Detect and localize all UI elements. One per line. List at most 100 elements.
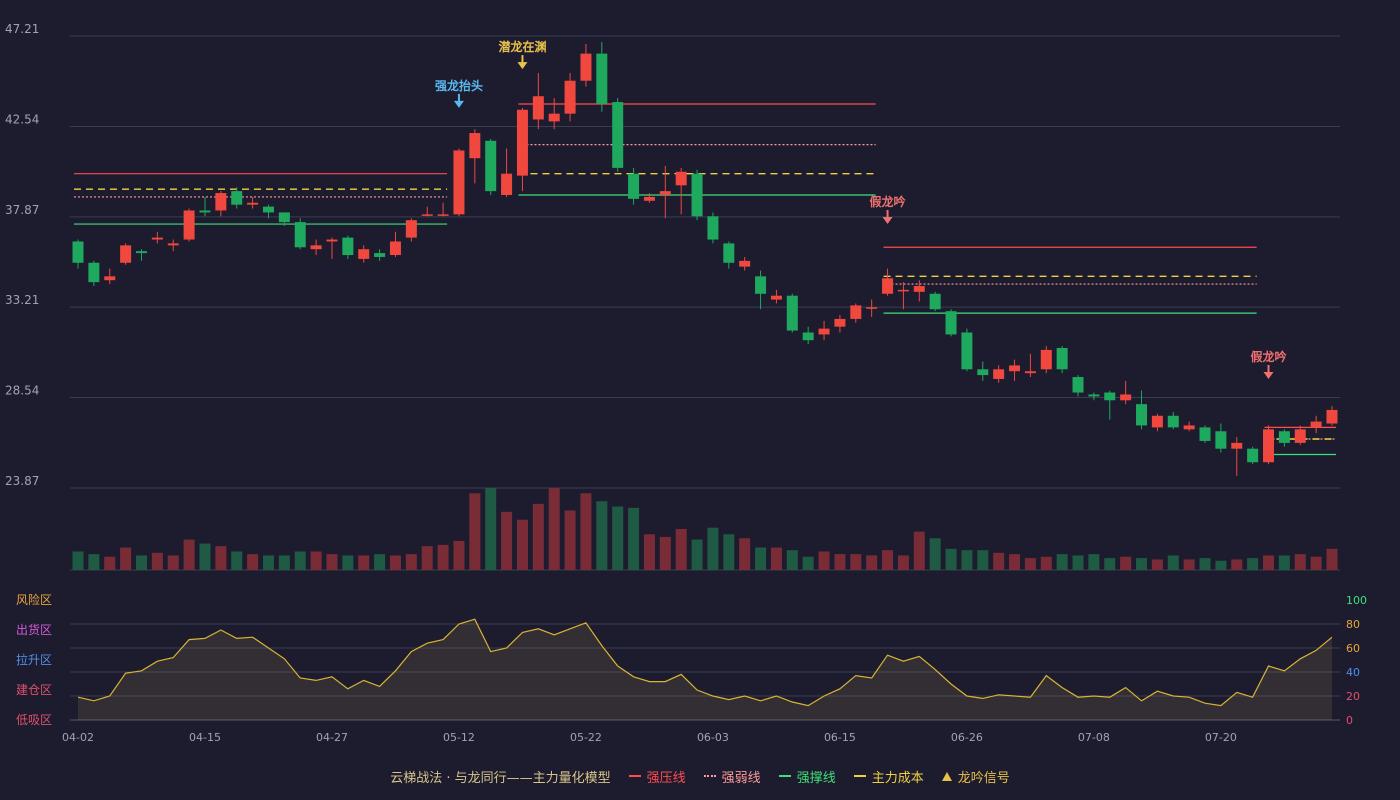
volume-bar [310, 551, 322, 570]
volume-bar [501, 511, 513, 570]
candle-body [516, 109, 528, 176]
volume-bar [913, 531, 925, 570]
candle-body [469, 133, 481, 159]
volume-bar [532, 503, 544, 570]
volume-bar [358, 555, 370, 570]
volume-bar [818, 551, 830, 570]
legend-item-press-line[interactable]: 强压线 [628, 767, 686, 786]
volume-bar [580, 493, 592, 570]
candle-body [961, 332, 973, 370]
candle-body [358, 249, 370, 259]
candle-body [1247, 448, 1259, 463]
candle-body [374, 253, 386, 257]
candle-body [802, 332, 814, 341]
chart-legend: 云梯战法 · 与龙同行——主力量化模型 强压线 强弱线 强撑线 主力成本 龙吟信… [0, 760, 1400, 792]
candle-body [659, 191, 671, 195]
volume-bar [1040, 556, 1052, 570]
volume-bar [405, 554, 417, 570]
candle-body [199, 210, 211, 213]
candle-body [628, 173, 640, 199]
volume-bar [326, 554, 338, 570]
volume-bar [72, 551, 84, 570]
candle-body [88, 262, 100, 283]
volume-bar [215, 546, 227, 570]
candle-body [151, 237, 163, 240]
candle-body [770, 295, 782, 300]
volume-bar [389, 555, 401, 570]
legend-item-dragon-signal[interactable]: 龙吟信号 [941, 767, 1010, 786]
candle-body [1136, 404, 1148, 426]
candle-body [1199, 427, 1211, 441]
candle-body [1040, 349, 1052, 370]
candle-body [723, 243, 735, 263]
oscillator-tick-label: 40 [1346, 666, 1360, 679]
x-tick-label: 04-02 [62, 731, 94, 744]
dashed-yellow-line-icon [853, 775, 866, 777]
legend-item-support-line[interactable]: 强撑线 [778, 767, 836, 786]
candle-body [389, 241, 401, 256]
volume-bar [659, 536, 671, 570]
volume-bar [1136, 558, 1148, 570]
volume-bar [1278, 555, 1290, 570]
candle-body [866, 307, 878, 309]
volume-bar [1294, 554, 1306, 570]
candle-body [739, 260, 751, 267]
candle-body [564, 80, 576, 114]
oscillator-tick-label: 20 [1346, 690, 1360, 703]
candle-body [1215, 431, 1227, 449]
candle-body [580, 53, 592, 81]
legend-item-weak-line[interactable]: 强弱线 [703, 767, 761, 786]
volume-bar [453, 540, 465, 570]
volume-bar [1326, 548, 1338, 570]
volume-bar [485, 488, 497, 570]
candle-body [1231, 442, 1243, 449]
signal-arrow-icon [517, 62, 528, 70]
volume-bar [151, 552, 163, 570]
price-tick-label: 42.54 [5, 112, 39, 126]
volume-bar [739, 538, 751, 570]
x-tick-label: 06-15 [824, 731, 856, 744]
candle-body [1024, 371, 1036, 374]
oscillator-line [77, 618, 1333, 707]
candle-body [755, 276, 767, 294]
x-tick-label: 07-08 [1078, 731, 1110, 744]
candle-body [183, 210, 195, 240]
volume-bar [723, 534, 735, 570]
candle-body [707, 216, 719, 240]
oscillator-tick-label: 60 [1346, 642, 1360, 655]
volume-bar [945, 548, 957, 570]
oscillator-tick-label: 100 [1346, 594, 1367, 607]
legend-title: 云梯战法 · 与龙同行——主力量化模型 [390, 770, 611, 786]
volume-bar [374, 554, 386, 570]
signal-label: 强龙抬头 [435, 78, 483, 93]
candle-body [929, 293, 941, 310]
volume-bar [929, 538, 941, 570]
candle-body [945, 311, 957, 335]
volume-bar [247, 554, 259, 570]
candle-body [1278, 431, 1290, 443]
oscillator-area [78, 619, 1332, 720]
volume-bar [755, 547, 767, 570]
volume-bar [1088, 554, 1100, 570]
price-tick-label: 33.21 [5, 293, 39, 307]
x-tick-label: 04-15 [189, 731, 221, 744]
candle-body [247, 202, 259, 205]
candle-body [1056, 347, 1068, 370]
candle-body [532, 96, 544, 120]
volume-bar [1199, 558, 1211, 570]
candle-body [1120, 394, 1132, 401]
volume-bar [961, 550, 973, 570]
candle-body [310, 245, 322, 250]
oscillator-tick-label: 0 [1346, 714, 1353, 727]
price-tick-label: 47.21 [5, 22, 39, 36]
candle-body [913, 286, 925, 292]
candle-body [1183, 425, 1195, 430]
legend-item-main-cost[interactable]: 主力成本 [853, 767, 924, 786]
candle-body [262, 206, 274, 213]
x-tick-label: 05-12 [443, 731, 475, 744]
volume-bar [88, 554, 100, 570]
volume-bar [850, 554, 862, 570]
candle-body [501, 173, 513, 195]
candle-body [1167, 415, 1179, 428]
candle-body [135, 251, 147, 254]
